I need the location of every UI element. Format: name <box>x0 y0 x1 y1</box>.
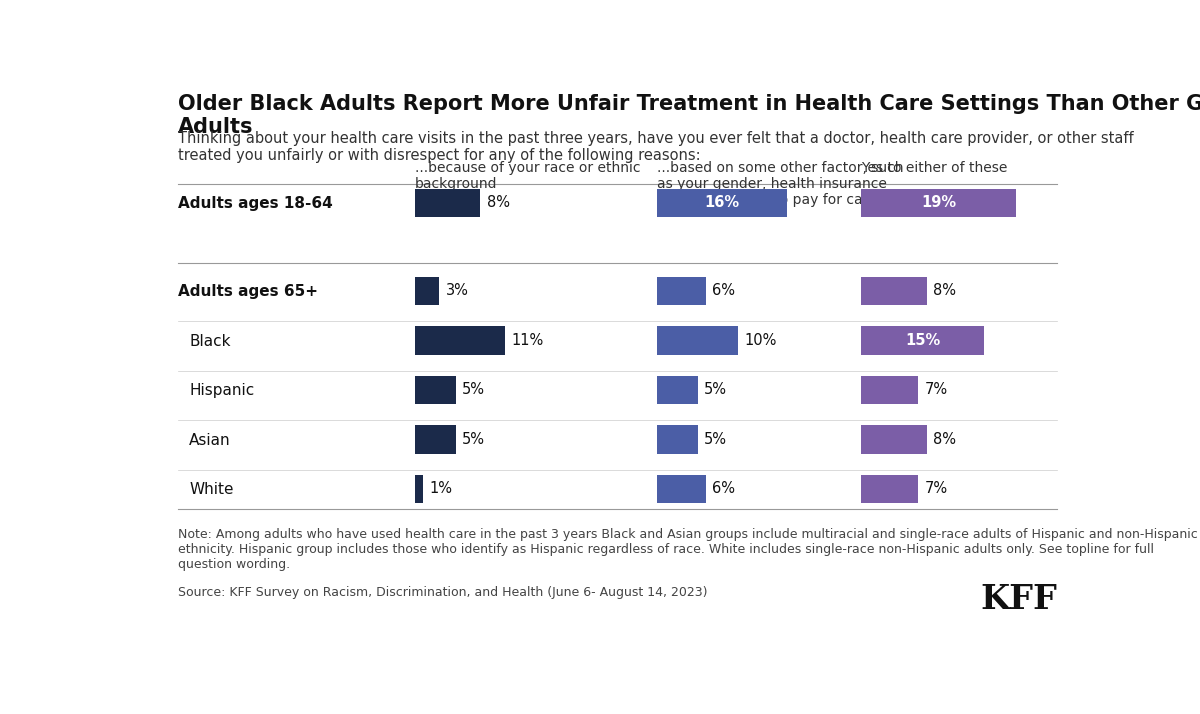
Text: 7%: 7% <box>925 481 948 496</box>
Bar <box>862 326 984 355</box>
Text: 16%: 16% <box>704 196 739 211</box>
Text: Yes to either of these: Yes to either of these <box>862 161 1008 175</box>
Text: Older Black Adults Report More Unfair Treatment in Health Care Settings Than Oth: Older Black Adults Report More Unfair Tr… <box>178 94 1200 137</box>
Text: White: White <box>190 482 234 497</box>
Text: 3%: 3% <box>446 283 469 298</box>
Bar <box>415 276 439 305</box>
Text: 1%: 1% <box>430 481 452 496</box>
Bar <box>656 376 697 404</box>
Text: 7%: 7% <box>925 383 948 398</box>
Text: ...based on some other factor, such
as your gender, health insurance
status, or : ...based on some other factor, such as y… <box>656 161 904 207</box>
Text: KFF: KFF <box>980 583 1057 616</box>
Text: 5%: 5% <box>704 432 727 447</box>
Bar <box>862 425 926 453</box>
Text: 8%: 8% <box>934 283 956 298</box>
Text: Black: Black <box>190 333 230 348</box>
Text: Hispanic: Hispanic <box>190 383 254 398</box>
Bar <box>415 425 456 453</box>
Text: 5%: 5% <box>462 383 485 398</box>
Bar <box>862 376 918 404</box>
Bar <box>415 475 424 503</box>
Bar <box>415 188 480 217</box>
Text: 15%: 15% <box>905 333 940 348</box>
Text: 5%: 5% <box>462 432 485 447</box>
Text: 11%: 11% <box>511 333 544 348</box>
Text: ...because of your race or ethnic
background: ...because of your race or ethnic backgr… <box>415 161 641 191</box>
Text: 8%: 8% <box>487 196 510 211</box>
Text: Thinking about your health care visits in the past three years, have you ever fe: Thinking about your health care visits i… <box>178 131 1134 164</box>
Text: 10%: 10% <box>745 333 778 348</box>
Text: 5%: 5% <box>704 383 727 398</box>
Bar <box>415 376 456 404</box>
Text: 6%: 6% <box>712 481 736 496</box>
Text: Source: KFF Survey on Racism, Discrimination, and Health (June 6- August 14, 202: Source: KFF Survey on Racism, Discrimina… <box>178 586 708 599</box>
Text: 8%: 8% <box>934 432 956 447</box>
Bar <box>862 276 926 305</box>
Bar <box>862 188 1016 217</box>
Bar <box>656 425 697 453</box>
Bar <box>415 326 504 355</box>
Text: 6%: 6% <box>712 283 736 298</box>
Text: Note: Among adults who have used health care in the past 3 years Black and Asian: Note: Among adults who have used health … <box>178 528 1198 571</box>
Text: Adults ages 18-64: Adults ages 18-64 <box>178 196 332 211</box>
Text: 19%: 19% <box>922 196 956 211</box>
Bar <box>656 188 787 217</box>
Bar <box>862 475 918 503</box>
Bar <box>656 276 706 305</box>
Bar <box>656 326 738 355</box>
Text: Asian: Asian <box>190 433 230 448</box>
Text: Adults ages 65+: Adults ages 65+ <box>178 284 318 299</box>
Bar <box>656 475 706 503</box>
